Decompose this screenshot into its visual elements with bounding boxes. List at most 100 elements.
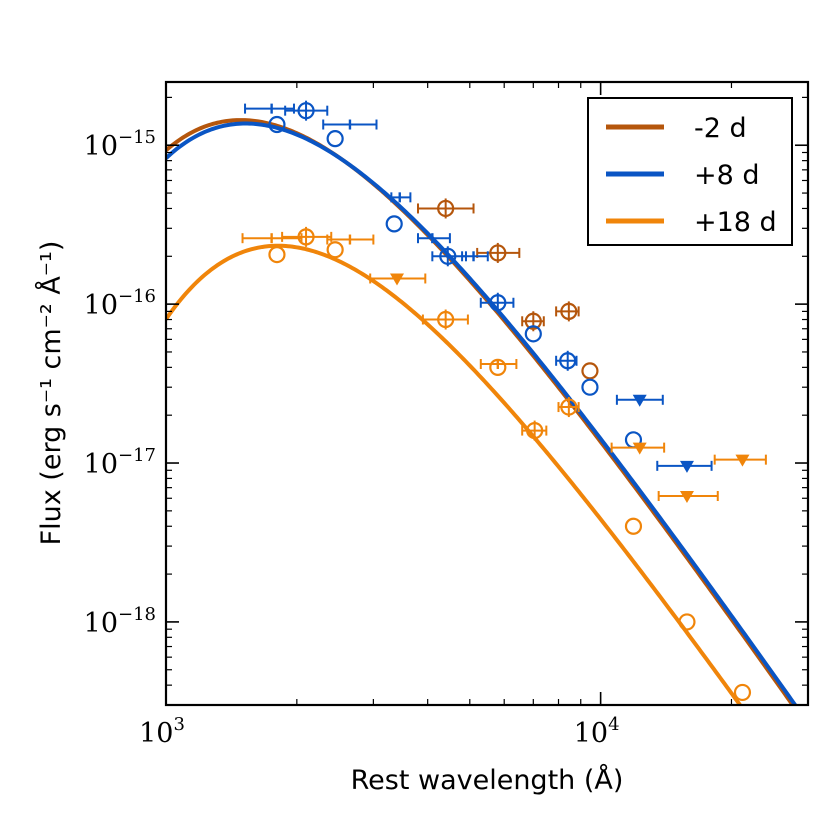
y-tick-label: 10−15	[84, 127, 156, 162]
point-circle	[559, 352, 577, 370]
x-tick-base: 10	[139, 718, 173, 749]
point-circle	[437, 310, 455, 329]
data-point	[421, 309, 469, 330]
data-point	[657, 491, 719, 504]
data-point	[385, 215, 403, 233]
y-tick-label: 10−18	[84, 604, 156, 639]
data-point	[322, 119, 378, 130]
data-point	[326, 130, 344, 148]
upper-limit-triangle	[679, 491, 694, 504]
y-tick-base: 10	[84, 608, 118, 639]
data-point	[581, 378, 599, 396]
data-point	[241, 233, 303, 244]
x-axis-label: Rest wavelength (Å)	[351, 764, 624, 796]
legend-label: +18 d	[694, 207, 777, 238]
legend: -2 d +8 d +18 d	[587, 97, 793, 246]
series-1	[166, 100, 798, 705]
y-tick-exp: −17	[118, 445, 156, 466]
point-circle	[624, 517, 643, 535]
x-tick-base: 10	[574, 718, 608, 749]
point-circle	[524, 312, 542, 330]
point-circle	[385, 215, 403, 233]
point-circle	[560, 302, 578, 320]
data-point	[624, 517, 643, 535]
data-point	[244, 103, 295, 114]
data-point	[733, 683, 752, 702]
point-circle	[560, 398, 578, 416]
y-tick-exp: −18	[118, 604, 156, 625]
y-tick-exp: −16	[118, 286, 156, 307]
x-tick-label: 104	[574, 714, 620, 749]
point-circle	[268, 245, 286, 264]
point-circle	[268, 115, 286, 134]
upper-limit-triangle	[632, 394, 647, 407]
data-point	[555, 301, 580, 322]
point-circle	[326, 130, 344, 148]
series-layer	[166, 100, 798, 705]
point-circle	[297, 102, 315, 120]
upper-limit-triangle	[632, 442, 647, 455]
y-tick-base: 10	[84, 290, 118, 321]
model-curve	[166, 121, 798, 705]
data-point	[557, 397, 580, 418]
data-point	[476, 242, 521, 263]
data-point	[479, 292, 515, 313]
data-point	[581, 362, 599, 380]
data-point	[416, 198, 475, 219]
point-circle	[489, 244, 507, 262]
data-point	[489, 358, 507, 376]
upper-limit-triangle	[389, 273, 404, 286]
data-point	[555, 350, 578, 371]
series-2	[166, 226, 767, 705]
y-tick-label: 10−16	[84, 286, 156, 321]
point-circle	[581, 378, 599, 396]
plot-frame	[164, 80, 810, 707]
data-point	[431, 246, 467, 267]
y-tick-label: 10−17	[84, 445, 156, 480]
data-point	[461, 251, 489, 262]
point-circle	[439, 247, 457, 265]
data-point	[416, 233, 451, 244]
data-point	[326, 234, 375, 245]
upper-limit-triangle	[679, 460, 694, 473]
point-circle	[733, 683, 752, 702]
point-circle	[297, 228, 315, 246]
y-tick-base: 10	[84, 449, 118, 480]
data-point	[610, 442, 666, 455]
data-point	[713, 454, 767, 467]
point-circle	[581, 362, 599, 380]
legend-label: +8 d	[694, 160, 760, 191]
y-axis-label: Flux (erg s⁻¹ cm⁻² Å⁻¹)	[35, 241, 67, 546]
data-point	[326, 241, 344, 259]
data-point	[390, 192, 412, 203]
point-circle	[678, 613, 696, 631]
data-point	[656, 460, 713, 473]
legend-label: -2 d	[694, 113, 747, 144]
data-point	[615, 394, 664, 407]
point-circle	[437, 199, 455, 218]
data-point	[521, 311, 545, 332]
data-point	[268, 115, 286, 134]
point-circle	[326, 241, 344, 259]
point-circle	[489, 358, 507, 376]
y-tick-base: 10	[84, 131, 118, 162]
data-point	[284, 100, 329, 121]
data-point	[521, 420, 548, 441]
x-tick-exp: 3	[173, 714, 184, 735]
point-circle	[489, 294, 507, 312]
y-tick-exp: −15	[118, 127, 156, 148]
data-point	[524, 325, 542, 343]
x-tick-label: 103	[139, 714, 185, 749]
data-point	[268, 245, 286, 264]
model-curve	[166, 243, 743, 705]
data-point	[678, 613, 696, 631]
data-point	[369, 273, 427, 286]
point-circle	[526, 421, 544, 440]
point-circle	[524, 325, 542, 343]
data-point	[281, 226, 333, 247]
x-tick-exp: 4	[608, 714, 619, 735]
upper-limit-triangle	[735, 454, 750, 467]
